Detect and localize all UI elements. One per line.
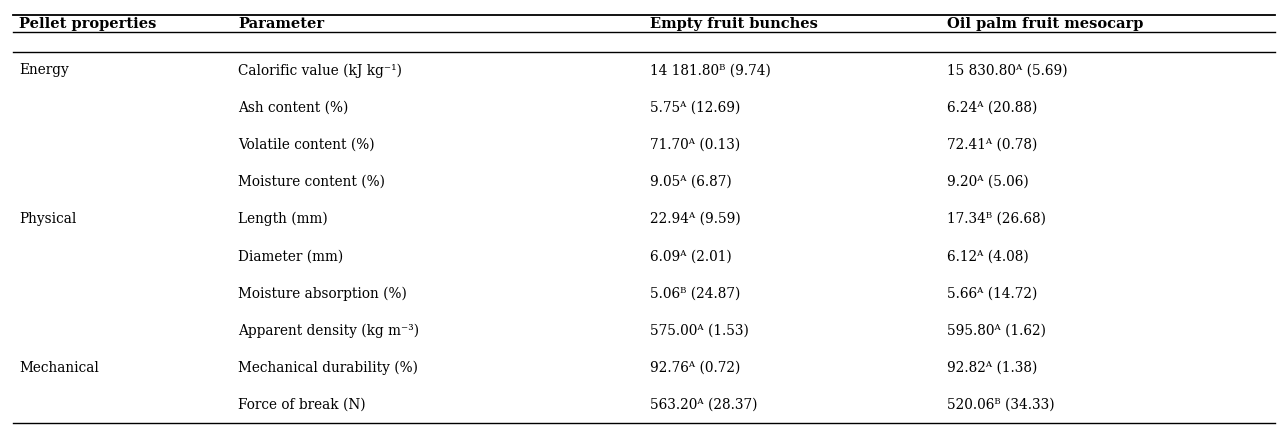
Text: 15 830.80ᴬ (5.69): 15 830.80ᴬ (5.69) [947, 64, 1068, 77]
Text: Ash content (%): Ash content (%) [238, 101, 349, 114]
Text: Moisture absorption (%): Moisture absorption (%) [238, 286, 407, 301]
Text: Empty fruit bunches: Empty fruit bunches [650, 17, 818, 31]
Text: 17.34ᴮ (26.68): 17.34ᴮ (26.68) [947, 212, 1046, 226]
Text: 22.94ᴬ (9.59): 22.94ᴬ (9.59) [650, 212, 741, 226]
Text: Physical: Physical [19, 212, 77, 226]
Text: Force of break (N): Force of break (N) [238, 398, 366, 412]
Text: Calorific value (kJ kg⁻¹): Calorific value (kJ kg⁻¹) [238, 63, 402, 78]
Text: 5.66ᴬ (14.72): 5.66ᴬ (14.72) [947, 286, 1037, 300]
Text: Energy: Energy [19, 64, 70, 77]
Text: Length (mm): Length (mm) [238, 212, 328, 226]
Text: Pellet properties: Pellet properties [19, 17, 157, 31]
Text: 520.06ᴮ (34.33): 520.06ᴮ (34.33) [947, 398, 1055, 412]
Text: 563.20ᴬ (28.37): 563.20ᴬ (28.37) [650, 398, 757, 412]
Text: 5.06ᴮ (24.87): 5.06ᴮ (24.87) [650, 286, 741, 300]
Text: 9.20ᴬ (5.06): 9.20ᴬ (5.06) [947, 175, 1028, 189]
Text: 71.70ᴬ (0.13): 71.70ᴬ (0.13) [650, 138, 741, 152]
Text: Diameter (mm): Diameter (mm) [238, 249, 344, 263]
Text: 72.41ᴬ (0.78): 72.41ᴬ (0.78) [947, 138, 1037, 152]
Text: Oil palm fruit mesocarp: Oil palm fruit mesocarp [947, 17, 1142, 31]
Text: 6.24ᴬ (20.88): 6.24ᴬ (20.88) [947, 101, 1037, 114]
Text: Mechanical: Mechanical [19, 361, 99, 375]
Text: Apparent density (kg m⁻³): Apparent density (kg m⁻³) [238, 323, 420, 338]
Text: 5.75ᴬ (12.69): 5.75ᴬ (12.69) [650, 101, 741, 114]
Text: 14 181.80ᴮ (9.74): 14 181.80ᴮ (9.74) [650, 64, 772, 77]
Text: 595.80ᴬ (1.62): 595.80ᴬ (1.62) [947, 324, 1046, 337]
Text: Volatile content (%): Volatile content (%) [238, 138, 375, 152]
Text: 6.12ᴬ (4.08): 6.12ᴬ (4.08) [947, 249, 1028, 263]
Text: Mechanical durability (%): Mechanical durability (%) [238, 360, 419, 375]
Text: Parameter: Parameter [238, 17, 325, 31]
Text: 9.05ᴬ (6.87): 9.05ᴬ (6.87) [650, 175, 732, 189]
Text: Moisture content (%): Moisture content (%) [238, 175, 385, 189]
Text: 92.76ᴬ (0.72): 92.76ᴬ (0.72) [650, 361, 741, 375]
Text: 92.82ᴬ (1.38): 92.82ᴬ (1.38) [947, 361, 1037, 375]
Text: 575.00ᴬ (1.53): 575.00ᴬ (1.53) [650, 324, 750, 337]
Text: 6.09ᴬ (2.01): 6.09ᴬ (2.01) [650, 249, 732, 263]
